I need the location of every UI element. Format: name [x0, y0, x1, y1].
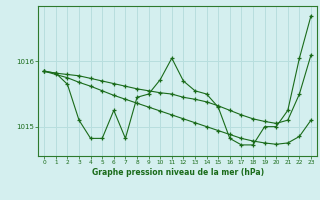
X-axis label: Graphe pression niveau de la mer (hPa): Graphe pression niveau de la mer (hPa) — [92, 168, 264, 177]
